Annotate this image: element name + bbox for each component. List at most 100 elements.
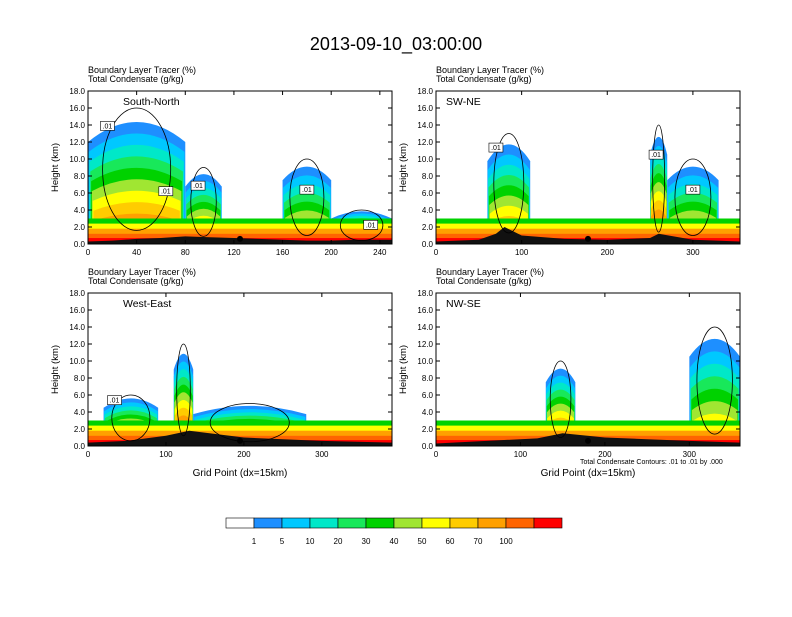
contour-label-text: .01 [103, 123, 113, 130]
y-tick-label: 0.0 [74, 240, 86, 249]
y-tick-label: 2.0 [422, 425, 434, 434]
y-tick-label: 4.0 [74, 206, 86, 215]
plot-frame [87, 90, 393, 245]
y-tick-label: 14.0 [69, 323, 85, 332]
station-marker [237, 235, 243, 242]
colorbar-swatch-3 [281, 517, 311, 529]
colorbar-swatch-12 [533, 517, 563, 529]
figure-title: 2013-09-10_03:00:00 [310, 34, 482, 55]
y-tick-label: 2.0 [74, 425, 86, 434]
contour-label-box [363, 220, 379, 230]
x-tick-label: 160 [276, 248, 290, 257]
colorbar-label-40: 40 [390, 537, 399, 546]
condensate-contour-1 [493, 133, 525, 234]
colorbar-label-60: 60 [446, 537, 455, 546]
x-axis-title: Grid Point (dx=15km) [541, 468, 636, 479]
colorbar-label-5: 5 [280, 537, 285, 546]
terrain-profile [436, 227, 740, 244]
x-tick-label: 100 [515, 248, 529, 257]
y-tick-label: 16.0 [69, 306, 85, 315]
y-axis-title: Height (km) [398, 345, 409, 394]
panel-label: West-East [123, 298, 171, 310]
contour-label-1: .01 [488, 142, 504, 153]
contour-label-box [685, 184, 701, 195]
panel-subtitle-tracer: Boundary Layer Tracer (%) [436, 65, 544, 75]
y-tick-label: 12.0 [417, 340, 433, 349]
condensate-contour-2 [190, 167, 217, 237]
y-tick-label: 14.0 [69, 121, 85, 130]
y-tick-label: 0.0 [422, 240, 434, 249]
x-tick-label: 200 [325, 248, 339, 257]
x-tick-label: 0 [434, 248, 439, 257]
panel-label: SW-NE [446, 96, 481, 108]
y-tick-label: 8.0 [422, 172, 434, 181]
y-tick-label: 6.0 [74, 391, 86, 400]
y-tick-label: 10.0 [69, 357, 85, 366]
colorbar-swatch-11 [505, 517, 535, 529]
colorbar-swatch-4 [309, 517, 339, 529]
y-tick-label: 8.0 [422, 374, 434, 383]
contour-label-box [299, 184, 315, 195]
contour-label-2: .01 [190, 180, 206, 191]
panel-subtitle-condensate: Total Condensate (g/kg) [88, 276, 184, 286]
x-tick-label: 80 [181, 248, 190, 257]
panel-subtitle-tracer: Boundary Layer Tracer (%) [436, 267, 544, 277]
y-tick-label: 4.0 [422, 408, 434, 417]
y-tick-label: 10.0 [417, 357, 433, 366]
contour-label-box [190, 180, 206, 191]
colorbar-label-1: 1 [252, 537, 257, 546]
x-tick-label: 200 [237, 450, 251, 459]
contour-label-3: .01 [685, 184, 701, 195]
contour-label-text: .01 [366, 222, 376, 229]
condensate-contour-2 [176, 343, 191, 437]
colorbar-swatch-8 [421, 517, 451, 529]
contour-label-text: .01 [688, 187, 698, 194]
condensate-contour-3 [209, 403, 290, 443]
panel-subtitle-condensate: Total Condensate (g/kg) [88, 74, 184, 84]
x-tick-label: 100 [159, 450, 173, 459]
y-axis-title: Height (km) [398, 143, 409, 192]
y-tick-label: 12.0 [69, 138, 85, 147]
y-tick-label: 14.0 [417, 323, 433, 332]
y-tick-label: 18.0 [417, 289, 433, 298]
x-tick-label: 300 [683, 450, 697, 459]
contour-label-text: .01 [110, 398, 120, 405]
panel-4: 0.0 2.0 4.0 6.0 8.0 10.0 12.0 14.0 16.0 18.0 0 100 2… [398, 267, 741, 479]
contour-note: Total Condensate Contours: .01 to .01 by… [580, 459, 723, 466]
y-tick-label: 8.0 [74, 374, 86, 383]
panel-label: NW-SE [446, 298, 481, 310]
x-tick-label: 0 [86, 450, 91, 459]
condensate-contour-3 [289, 158, 325, 236]
colorbar-swatch-6 [365, 517, 395, 529]
y-tick-label: 18.0 [69, 289, 85, 298]
condensate-contour-1 [111, 394, 151, 442]
panel-2: .01 .01 .01 0.0 2.0 4.0 6.0 8.0 10.0 12.0 14.0 16.0… [398, 65, 741, 257]
plot-area [436, 326, 740, 446]
x-tick-label: 200 [601, 248, 615, 257]
contour-label-box [107, 395, 122, 405]
contour-label-text: .01 [161, 189, 171, 196]
y-tick-label: 18.0 [69, 87, 85, 96]
x-tick-label: 240 [373, 248, 387, 257]
y-tick-label: 0.0 [422, 442, 434, 451]
panel-3: .01 0.0 2.0 4.0 6.0 8.0 10.0 12.0 14.0 16.0 18.0 0 1… [50, 267, 393, 479]
x-tick-label: 300 [315, 450, 329, 459]
condensate-contour-2 [696, 326, 733, 435]
plot-frame [435, 90, 741, 245]
y-axis-title: Height (km) [50, 143, 61, 192]
contour-label-box [648, 149, 664, 160]
colorbar-swatch-7 [393, 517, 423, 529]
y-tick-label: 12.0 [69, 340, 85, 349]
y-tick-label: 16.0 [417, 306, 433, 315]
y-tick-label: 2.0 [422, 223, 434, 232]
contour-label-box [100, 121, 115, 131]
station-marker [585, 437, 591, 444]
contour-label-5: .01 [158, 186, 174, 196]
x-tick-label: 200 [598, 450, 612, 459]
y-tick-label: 6.0 [74, 189, 86, 198]
contour-label-4: .01 [363, 220, 379, 230]
y-tick-label: 6.0 [422, 391, 434, 400]
contour-label-text: .01 [491, 145, 501, 152]
y-tick-label: 4.0 [74, 408, 86, 417]
